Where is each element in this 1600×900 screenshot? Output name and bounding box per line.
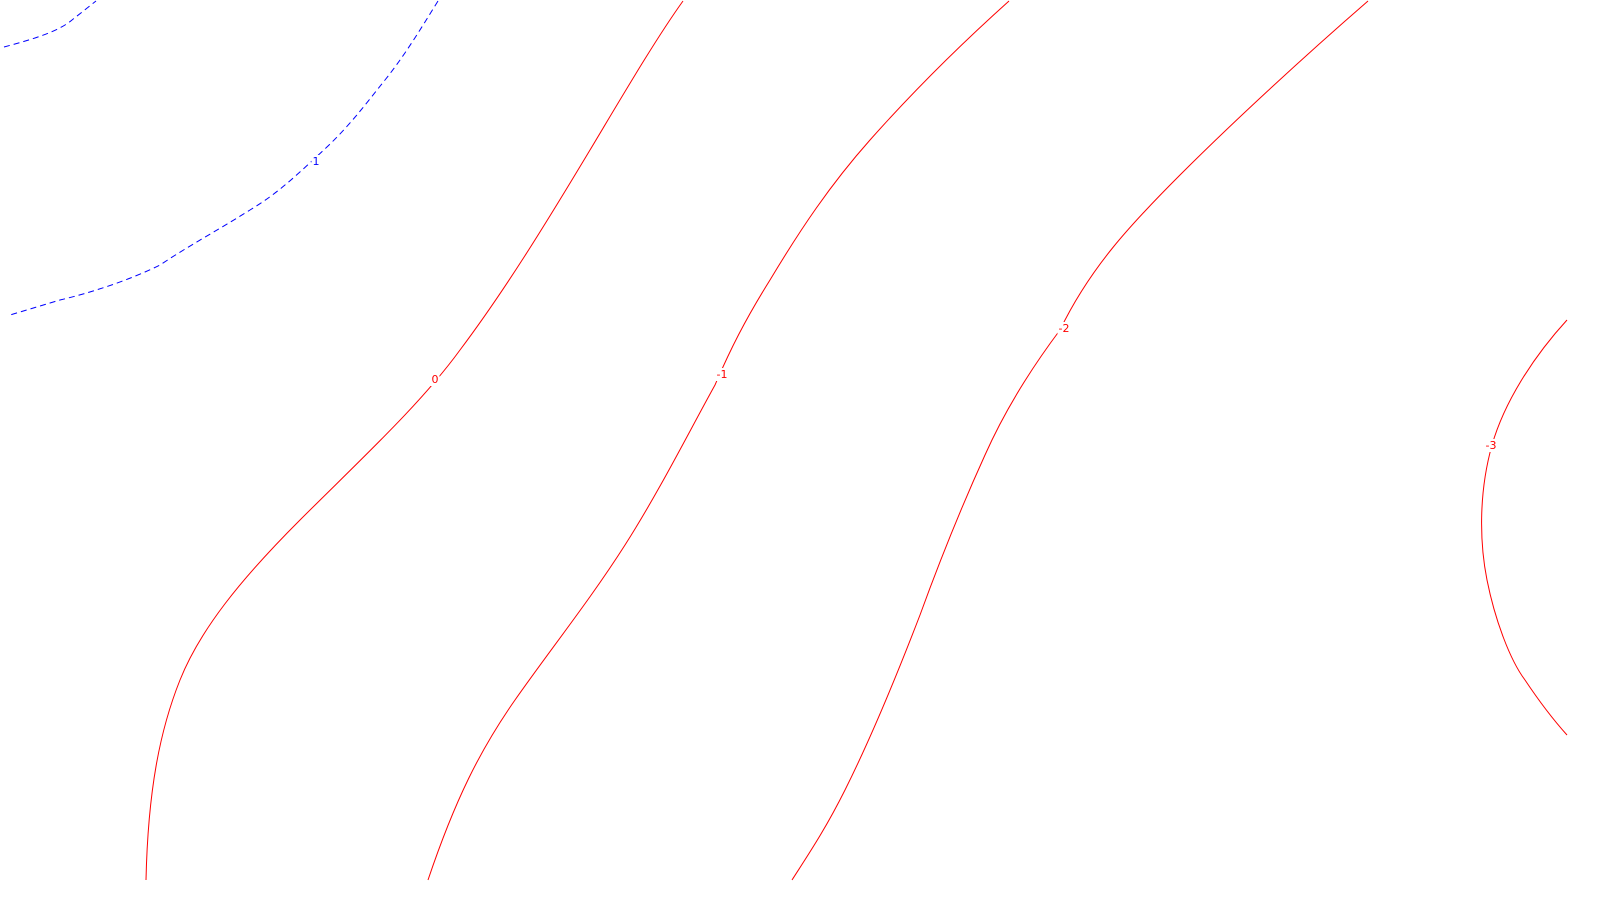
contour-level-neg3: -3 [1481,319,1568,736]
contour-label-neg2: -2 [1059,322,1070,335]
contour-line-1-a [3,0,97,48]
contour-line-neg2 [791,0,1369,881]
contour-line-1-b [9,0,439,316]
contour-level-1: 1 [3,0,439,316]
contour-label-backing [1057,322,1071,335]
contour-line-0 [145,0,684,881]
contour-label-backing [311,155,321,168]
contour-level-neg2: -2 [791,0,1369,881]
contour-level-0: 0 [145,0,684,881]
contour-label-backing [1484,439,1498,452]
contour-label-neg1: -1 [717,368,728,381]
contour-level-neg1: -1 [427,0,1010,881]
contour-line-neg1 [427,0,1010,881]
contour-label-neg3: -3 [1486,439,1497,452]
contour-line-neg3 [1481,319,1568,736]
contour-label-0: 0 [432,373,439,386]
contour-label-1: 1 [313,155,320,168]
contour-label-backing [430,373,440,386]
contour-label-backing [715,368,729,381]
